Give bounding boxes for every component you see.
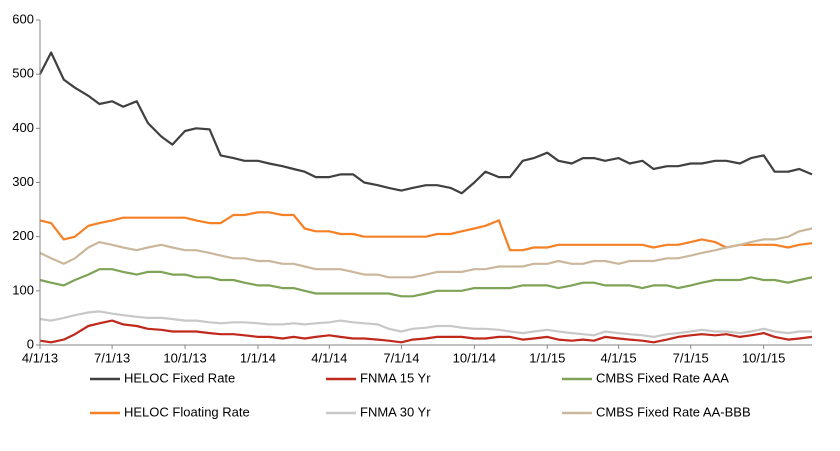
x-tick-label: 7/1/14 (383, 350, 419, 365)
y-tick-label: 300 (12, 174, 34, 189)
x-tick-label: 1/1/14 (240, 350, 276, 365)
legend-label: HELOC Fixed Rate (124, 370, 235, 385)
x-tick-label: 4/1/13 (22, 350, 58, 365)
y-tick-label: 600 (12, 11, 34, 26)
y-tick-label: 500 (12, 66, 34, 81)
legend-label: FNMA 30 Yr (360, 404, 431, 419)
y-tick-label: 0 (27, 336, 34, 351)
x-tick-label: 4/1/15 (601, 350, 637, 365)
x-tick-label: 7/1/13 (94, 350, 130, 365)
x-tick-label: 7/1/15 (673, 350, 709, 365)
y-tick-label: 200 (12, 228, 34, 243)
series-line (39, 319, 813, 344)
legend-label: FNMA 15 Yr (360, 370, 431, 385)
series-line (39, 51, 813, 195)
legend-label: CMBS Fixed Rate AA-BBB (596, 404, 751, 419)
series-line (39, 211, 813, 252)
y-tick-label: 100 (12, 282, 34, 297)
x-tick-label: 10/1/15 (742, 350, 785, 365)
x-tick-label: 10/1/14 (453, 350, 496, 365)
series-line (39, 227, 813, 279)
x-tick-label: 4/1/14 (311, 350, 347, 365)
x-tick-label: 10/1/13 (163, 350, 206, 365)
x-tick-label: 1/1/15 (529, 350, 565, 365)
legend-label: HELOC Floating Rate (124, 404, 250, 419)
y-tick-label: 400 (12, 120, 34, 135)
series-line (39, 268, 813, 298)
series-line (39, 310, 812, 338)
legend-label: CMBS Fixed Rate AAA (596, 370, 729, 385)
